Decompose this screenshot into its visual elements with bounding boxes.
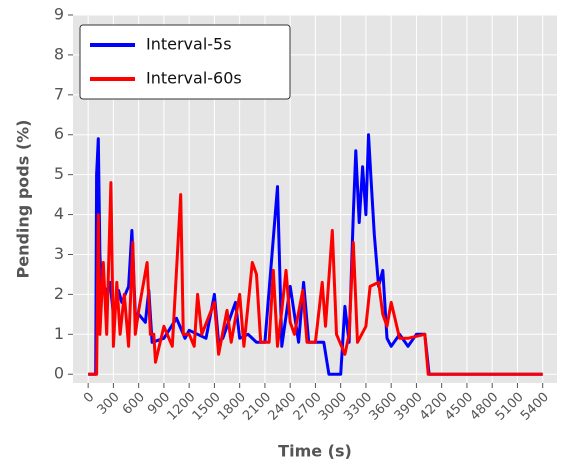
y-axis-label: Pending pods (%)	[14, 120, 33, 279]
x-tick-label: 3600	[366, 390, 400, 424]
y-tick-label: 7	[54, 84, 64, 103]
x-tick-label: 0	[81, 390, 97, 406]
x-tick-label: 2400	[265, 390, 299, 424]
x-tick-label: 5100	[493, 390, 527, 424]
x-tick-label: 2100	[240, 390, 274, 424]
y-tick-label: 0	[54, 364, 64, 383]
y-tick-label: 4	[54, 204, 64, 223]
x-tick-label: 3000	[316, 390, 350, 424]
x-tick-label: 3300	[341, 390, 375, 424]
legend-label: Interval-60s	[146, 69, 242, 88]
y-tick-label: 1	[54, 324, 64, 343]
y-tick-label: 8	[54, 44, 64, 63]
series-line	[88, 133, 543, 376]
x-tick-label: 2700	[291, 390, 325, 424]
x-tick-label: 1500	[190, 390, 224, 424]
y-tick-label: 9	[54, 5, 64, 24]
series-line	[88, 181, 543, 376]
x-tick-label: 300	[95, 390, 123, 418]
x-tick-label: 3900	[392, 390, 426, 424]
x-axis-label: Time (s)	[278, 442, 352, 461]
y-tick-label: 2	[54, 284, 64, 303]
x-tick-label: 1800	[215, 390, 249, 424]
y-tick-label: 6	[54, 124, 64, 143]
x-tick-label: 4200	[417, 390, 451, 424]
legend-label: Interval-5s	[146, 35, 232, 54]
x-tick-label: 4800	[467, 390, 501, 424]
x-tick-label: 600	[120, 390, 148, 418]
x-tick-label: 5400	[518, 390, 552, 424]
y-tick-label: 3	[54, 244, 64, 263]
y-tick-label: 5	[54, 164, 64, 183]
x-tick-label: 1200	[164, 390, 198, 424]
x-tick-label: 4500	[442, 390, 476, 424]
